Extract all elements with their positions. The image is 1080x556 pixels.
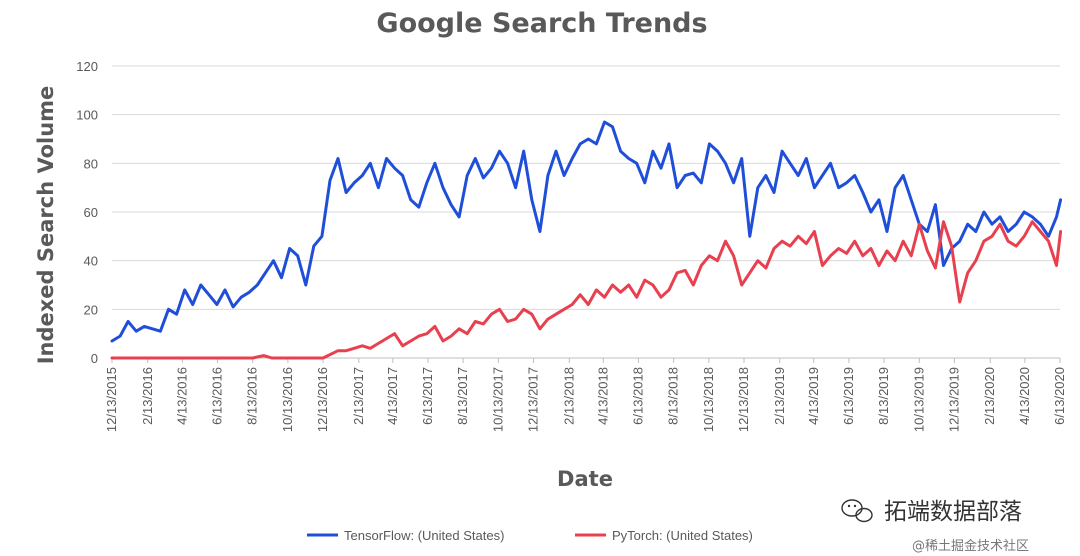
legend: TensorFlow: (United States) PyTorch: (Un…	[307, 528, 753, 543]
x-tick-label: 2/13/2016	[140, 367, 155, 425]
x-tick-label: 4/13/2016	[174, 367, 189, 425]
y-tick-label: 0	[91, 351, 98, 366]
x-tick-label: 10/13/2016	[280, 367, 295, 432]
series-line-tensorflow	[110, 120, 1063, 343]
chart-title: Google Search Trends	[376, 8, 707, 39]
x-tick-label: 4/13/2019	[806, 367, 821, 425]
x-tick-label: 6/13/2020	[1052, 367, 1067, 425]
series-lines	[110, 120, 1063, 360]
x-tick-label: 10/13/2018	[701, 367, 716, 432]
y-tick-label: 100	[76, 108, 98, 123]
x-tick-label: 8/13/2017	[455, 367, 470, 425]
y-tick-label: 80	[84, 156, 98, 171]
y-tick-label: 40	[84, 254, 98, 269]
x-tick-label: 6/13/2018	[630, 367, 645, 425]
x-tick-label: 10/13/2017	[490, 367, 505, 432]
y-tick-label: 120	[76, 59, 98, 74]
x-tick-label: 6/13/2016	[210, 367, 225, 425]
watermark-title: 拓端数据部落	[884, 499, 1022, 525]
x-tick-label: 12/13/2018	[736, 367, 751, 432]
x-tick-label: 8/13/2018	[666, 367, 681, 425]
x-axis-label: Date	[557, 467, 613, 491]
y-axis-label: Indexed Search Volume	[34, 86, 58, 365]
x-tick-label: 4/13/2020	[1017, 367, 1032, 425]
x-tick-label: 12/13/2015	[104, 367, 119, 432]
wechat-icon	[841, 499, 873, 523]
x-tick-label: 6/13/2019	[841, 367, 856, 425]
x-tick-label: 2/13/2017	[351, 367, 366, 425]
y-tick-label: 20	[84, 302, 98, 317]
x-tick-label: 8/13/2019	[876, 367, 891, 425]
x-tick-label: 12/13/2019	[946, 367, 961, 432]
series-line-pytorch	[110, 220, 1063, 360]
watermark: 拓端数据部落 @稀土掘金技术社区	[841, 499, 1029, 554]
gridlines	[112, 65, 1060, 359]
legend-label-tensorflow: TensorFlow: (United States)	[344, 528, 504, 543]
x-tick-label: 2/13/2019	[772, 367, 787, 425]
x-tick-label: 10/13/2019	[911, 367, 926, 432]
x-tick-label: 2/13/2018	[561, 367, 576, 425]
x-tick-label: 12/13/2017	[526, 367, 541, 432]
x-tick-label: 2/13/2020	[982, 367, 997, 425]
x-tick-labels: 12/13/2015 2/13/2016 4/13/2016 6/13/2016 8/1…	[104, 358, 1067, 432]
y-tick-label: 60	[84, 205, 98, 220]
legend-label-pytorch: PyTorch: (United States)	[612, 528, 753, 543]
x-tick-label: 6/13/2017	[420, 367, 435, 425]
y-tick-labels: 0 20 40 60 80 100 120	[76, 59, 98, 366]
x-tick-label: 4/13/2018	[595, 367, 610, 425]
x-tick-label: 4/13/2017	[385, 367, 400, 425]
watermark-subtitle: @稀土掘金技术社区	[912, 538, 1029, 554]
x-tick-label: 8/13/2016	[245, 367, 260, 425]
x-tick-label: 12/13/2016	[315, 367, 330, 432]
